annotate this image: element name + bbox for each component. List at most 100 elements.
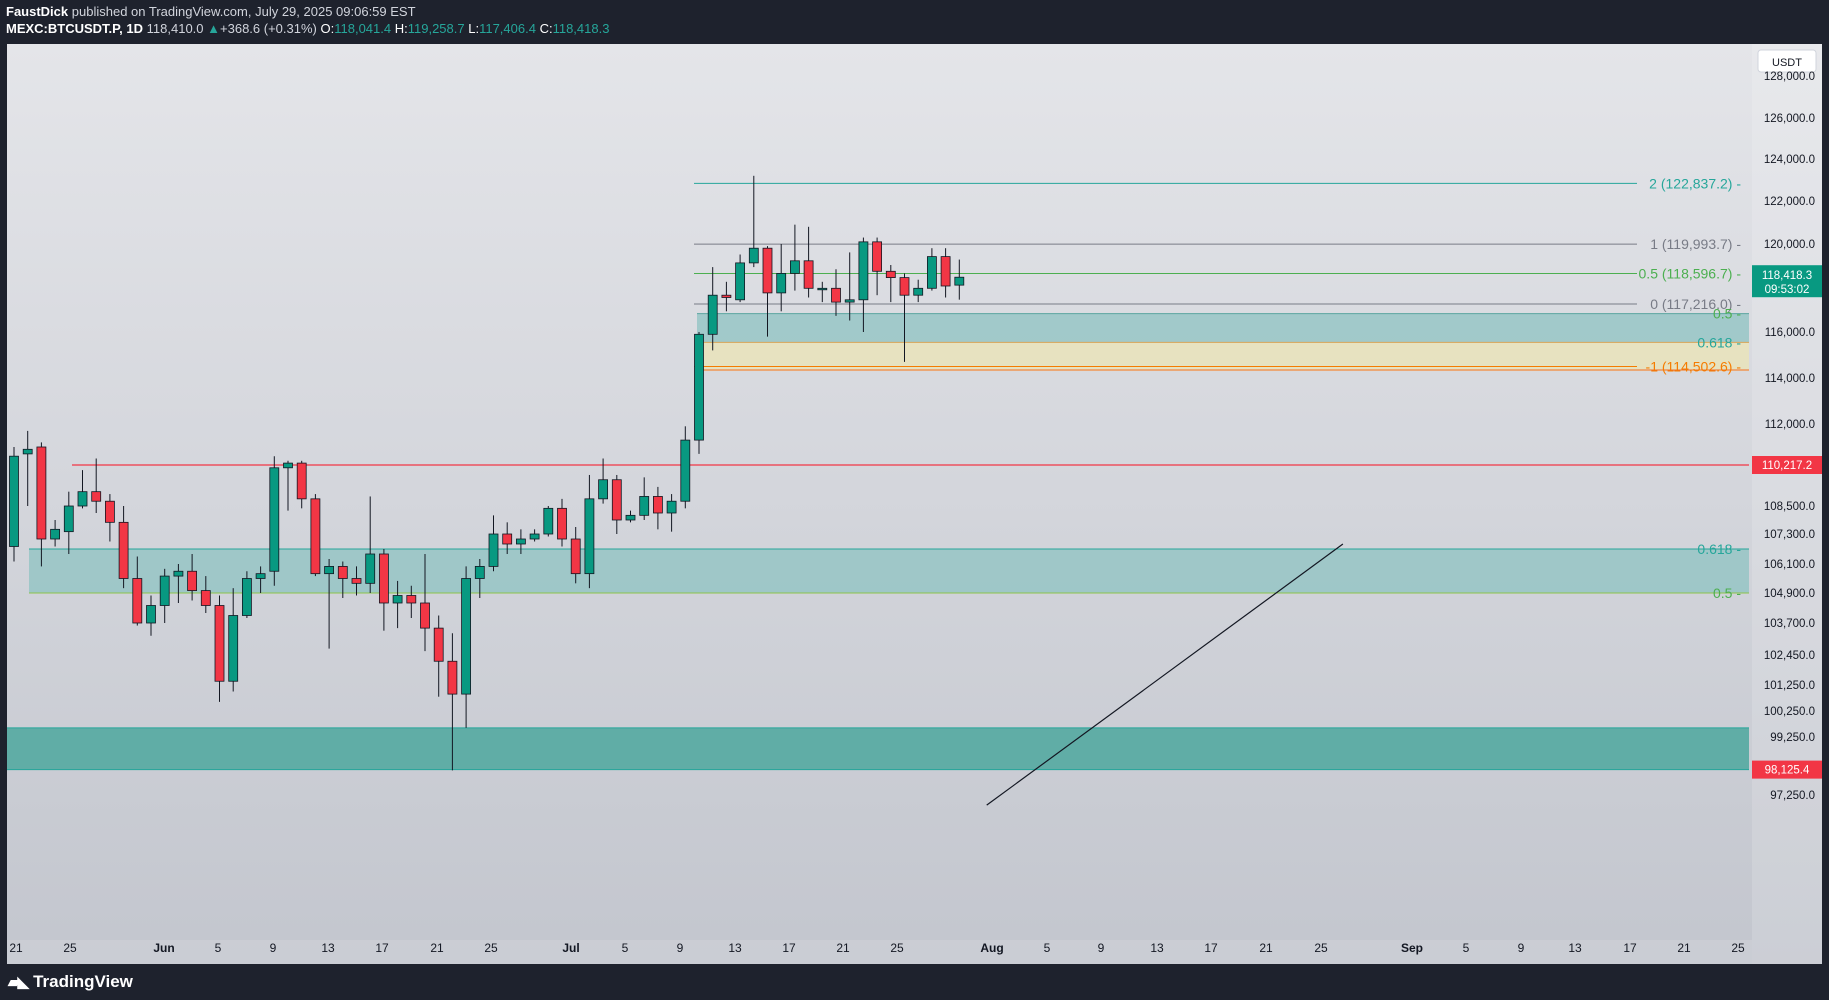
candle[interactable] xyxy=(858,237,869,332)
symbol-label[interactable]: MEXC:BTCUSDT.P, 1D xyxy=(6,21,144,36)
candle[interactable] xyxy=(653,486,663,530)
candle[interactable] xyxy=(50,520,60,547)
price-tick-label: 99,250.0 xyxy=(1770,732,1815,744)
price-tick-label: 124,000.0 xyxy=(1764,154,1815,166)
candle[interactable] xyxy=(515,529,526,554)
candle[interactable] xyxy=(899,273,910,362)
time-tick-label: 21 xyxy=(1259,941,1273,955)
candle[interactable] xyxy=(844,252,855,321)
candle[interactable] xyxy=(748,175,759,268)
candle[interactable] xyxy=(420,554,430,652)
candle[interactable] xyxy=(817,281,828,303)
candle[interactable] xyxy=(9,446,19,562)
author-name[interactable]: FaustDick xyxy=(6,4,69,19)
candle[interactable] xyxy=(666,494,677,532)
candle-body xyxy=(858,241,869,301)
candle[interactable] xyxy=(885,265,896,303)
candle[interactable] xyxy=(77,470,88,509)
candle[interactable] xyxy=(776,244,787,312)
candle[interactable] xyxy=(255,566,266,593)
fib-label: 0 (117,216.0) - xyxy=(1650,296,1741,312)
candle[interactable] xyxy=(913,279,924,303)
candle[interactable] xyxy=(310,494,321,577)
chart-area[interactable]: 2 (122,837.2) - 1 (119,993.7) - 0.5 (118,5… xyxy=(0,44,1822,964)
candle-body xyxy=(488,533,499,567)
candle[interactable] xyxy=(187,554,198,601)
candle[interactable] xyxy=(365,496,376,593)
candle[interactable] xyxy=(872,237,882,296)
ohlc-legend: MEXC:BTCUSDT.P, 1D 118,410.0 ▲+368.6 (+0… xyxy=(6,21,609,36)
candle[interactable] xyxy=(433,615,444,697)
candle[interactable] xyxy=(22,430,33,506)
candle[interactable] xyxy=(694,332,704,454)
candle[interactable] xyxy=(529,529,540,542)
candlestick-chart[interactable]: 2 (122,837.2) - 1 (119,993.7) - 0.5 (118,5… xyxy=(0,44,1822,964)
candle[interactable] xyxy=(611,474,622,534)
change-value: +368.6 (+0.31%) xyxy=(220,21,317,36)
time-tick-label: 21 xyxy=(1677,941,1691,955)
resistance-badge-label: 110,217.2 xyxy=(1762,460,1812,472)
candle[interactable] xyxy=(91,458,102,513)
candle[interactable] xyxy=(598,458,608,504)
candle[interactable] xyxy=(173,564,184,603)
candle[interactable] xyxy=(132,556,143,626)
time-axis[interactable] xyxy=(7,940,1752,964)
candle[interactable] xyxy=(296,460,307,509)
candle[interactable] xyxy=(105,494,115,542)
time-tick-label: 13 xyxy=(321,941,335,955)
candle[interactable] xyxy=(502,522,513,554)
candle[interactable] xyxy=(570,527,581,584)
candle[interactable] xyxy=(543,506,554,537)
candle[interactable] xyxy=(447,633,458,771)
candle[interactable] xyxy=(269,456,280,586)
candle[interactable] xyxy=(680,426,691,509)
candle[interactable] xyxy=(461,566,472,728)
fib-label: -1 (114,502.6) - xyxy=(1646,358,1742,374)
zone-label-0618-lower: 0.618 - xyxy=(1697,541,1741,557)
candle[interactable] xyxy=(831,269,841,316)
open-label: O: xyxy=(320,21,335,36)
candle[interactable] xyxy=(241,571,252,618)
candle[interactable] xyxy=(283,460,293,511)
candle[interactable] xyxy=(707,267,718,351)
candle[interactable] xyxy=(406,585,417,618)
candle-body xyxy=(529,533,540,540)
candle[interactable] xyxy=(337,561,348,599)
candle[interactable] xyxy=(214,595,225,702)
candle[interactable] xyxy=(954,259,965,300)
candle[interactable] xyxy=(324,559,335,649)
candle[interactable] xyxy=(228,588,239,692)
candle[interactable] xyxy=(940,248,951,298)
tradingview-logo[interactable]: ▰◣ TradingView xyxy=(8,972,133,992)
candle[interactable] xyxy=(392,580,403,629)
currency-button[interactable] xyxy=(1757,49,1817,73)
candle[interactable] xyxy=(351,566,362,596)
candle[interactable] xyxy=(927,248,937,291)
candle[interactable] xyxy=(584,474,595,589)
candle[interactable] xyxy=(146,595,156,636)
candle[interactable] xyxy=(721,281,732,312)
candle[interactable] xyxy=(36,442,47,567)
candle[interactable] xyxy=(118,506,129,589)
time-tick-label: 9 xyxy=(270,941,277,955)
candle-body xyxy=(378,553,389,604)
candle[interactable] xyxy=(625,510,636,523)
candle[interactable] xyxy=(735,254,745,303)
candle[interactable] xyxy=(474,559,485,598)
candle[interactable] xyxy=(762,246,773,337)
candle[interactable] xyxy=(790,224,800,291)
time-tick-label: 25 xyxy=(63,941,77,955)
price-axis[interactable] xyxy=(1752,44,1822,964)
candle[interactable] xyxy=(378,549,389,631)
candle[interactable] xyxy=(488,515,499,572)
candle[interactable] xyxy=(63,491,74,554)
candle[interactable] xyxy=(557,498,567,547)
open-value: 118,041.4 xyxy=(334,21,392,36)
candle[interactable] xyxy=(639,477,650,520)
candle[interactable] xyxy=(803,226,814,298)
candle-body xyxy=(762,247,773,294)
candle[interactable] xyxy=(159,568,170,623)
candle-body xyxy=(625,514,636,521)
price-tick-label: 97,250.0 xyxy=(1770,790,1815,802)
candle[interactable] xyxy=(200,576,211,613)
